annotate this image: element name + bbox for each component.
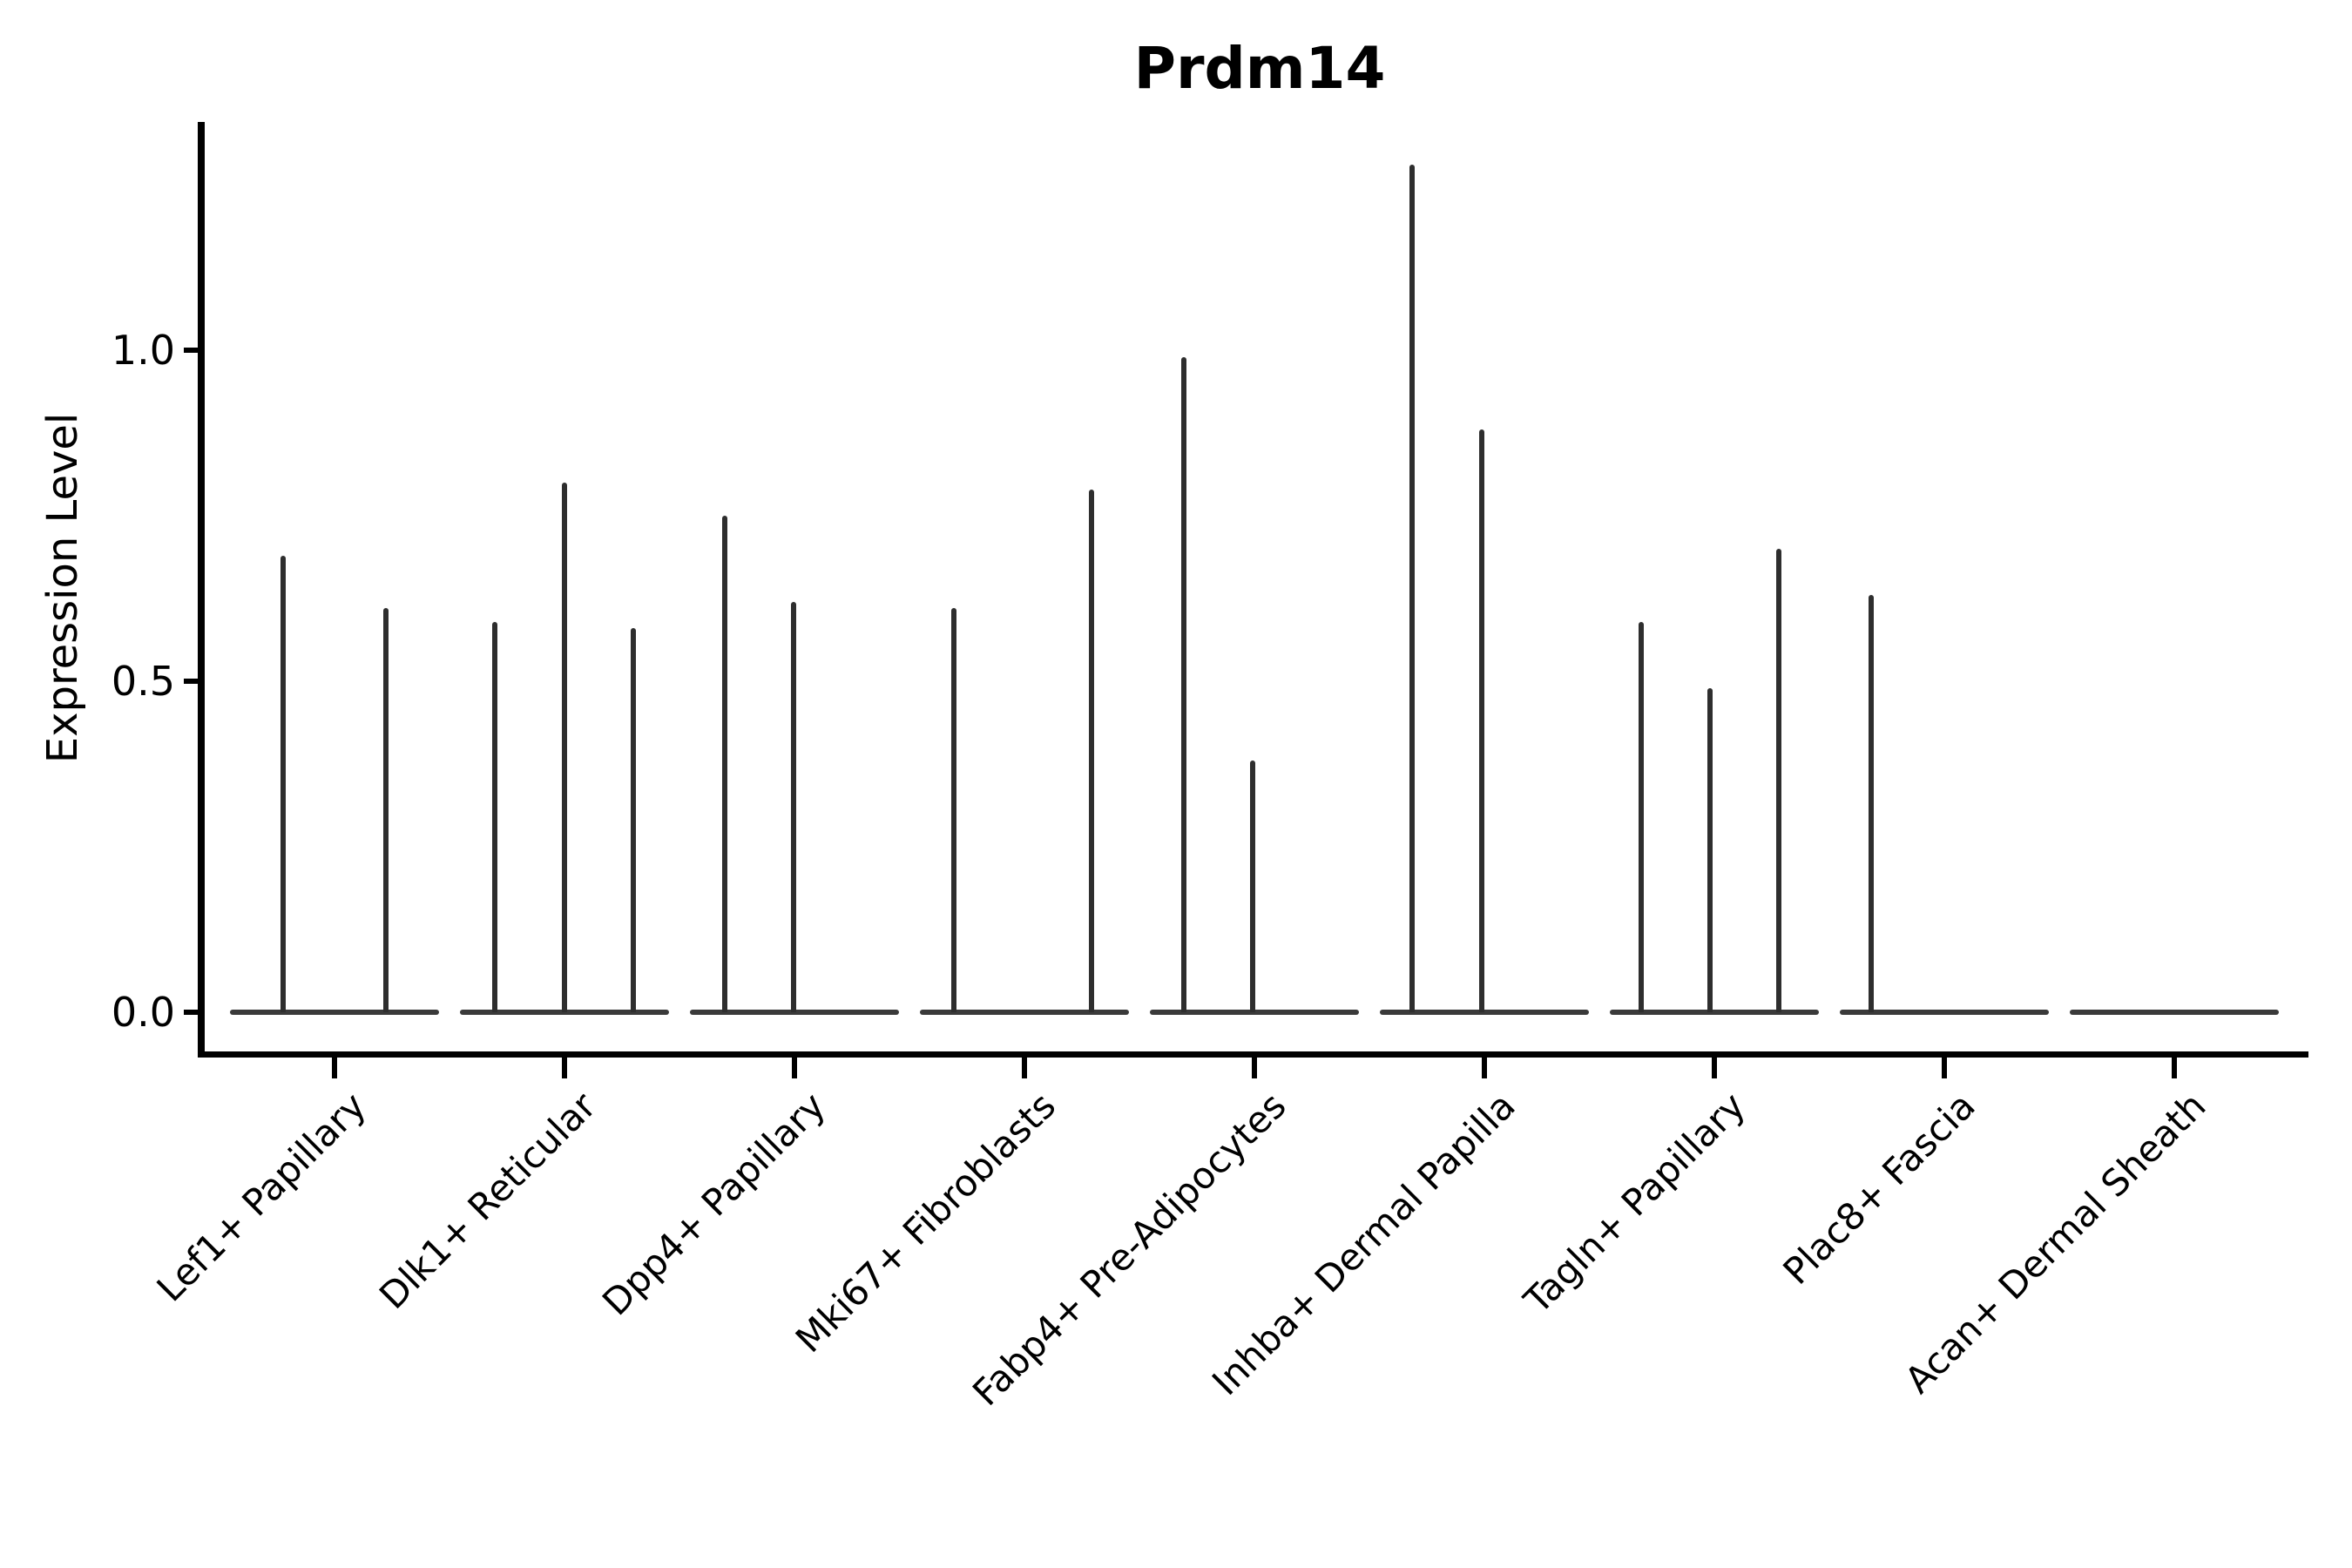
violin-base [1150, 1010, 1359, 1015]
violin-base [2070, 1010, 2279, 1015]
chart-title: Prdm14 [1133, 35, 1386, 102]
y-tick-mark [184, 679, 198, 684]
violin-spike [1409, 165, 1415, 1012]
x-axis-spine [198, 1051, 2308, 1058]
violin-spike [280, 555, 286, 1012]
violin-spike [383, 608, 389, 1012]
x-tick-label: Tagln+ Papillary [1516, 1084, 1754, 1322]
violin-spike [951, 608, 956, 1012]
violin-spike [1181, 356, 1186, 1012]
x-tick-mark [332, 1058, 337, 1078]
x-tick-mark [1712, 1058, 1717, 1078]
y-tick-mark [184, 1010, 198, 1015]
violin-base [230, 1010, 439, 1015]
x-tick-mark [2172, 1058, 2177, 1078]
violin-base [920, 1010, 1129, 1015]
violin-spike [562, 483, 567, 1012]
x-tick-label: Plac8+ Fascia [1774, 1084, 1984, 1293]
violin-base [1610, 1010, 1819, 1015]
violin-spike [1776, 549, 1781, 1012]
x-tick-label: Dpp4+ Papillary [594, 1084, 835, 1324]
y-tick-label: 0.0 [111, 989, 175, 1036]
violin-spike [1707, 687, 1713, 1012]
x-tick-mark [1252, 1058, 1257, 1078]
violin-spike [631, 628, 636, 1012]
x-tick-mark [1942, 1058, 1947, 1078]
x-tick-label: Dlk1+ Reticular [370, 1084, 605, 1318]
x-tick-label: Lef1+ Papillary [148, 1084, 375, 1310]
y-axis-label: Expression Level [38, 412, 87, 764]
violin-spike [1089, 489, 1094, 1012]
y-tick-label: 1.0 [111, 327, 175, 374]
violin-spike [492, 621, 497, 1012]
violin-spike [1869, 595, 1874, 1012]
y-axis-spine [198, 122, 205, 1058]
violin-spike [1250, 760, 1255, 1012]
violin-spike [791, 601, 796, 1012]
x-tick-mark [1482, 1058, 1487, 1078]
violin-spike [722, 516, 727, 1012]
violin-base [460, 1010, 669, 1015]
x-tick-mark [562, 1058, 567, 1078]
y-tick-label: 0.5 [111, 658, 175, 705]
violin-base [1380, 1010, 1589, 1015]
violin-spike [1639, 621, 1644, 1012]
x-tick-mark [1022, 1058, 1027, 1078]
y-tick-mark [184, 348, 198, 353]
violin-base [690, 1010, 899, 1015]
violin-base [1840, 1010, 2049, 1015]
x-tick-label: Mki67+ Fibroblasts [787, 1084, 1064, 1362]
x-tick-mark [792, 1058, 797, 1078]
violin-spike [1479, 429, 1484, 1012]
